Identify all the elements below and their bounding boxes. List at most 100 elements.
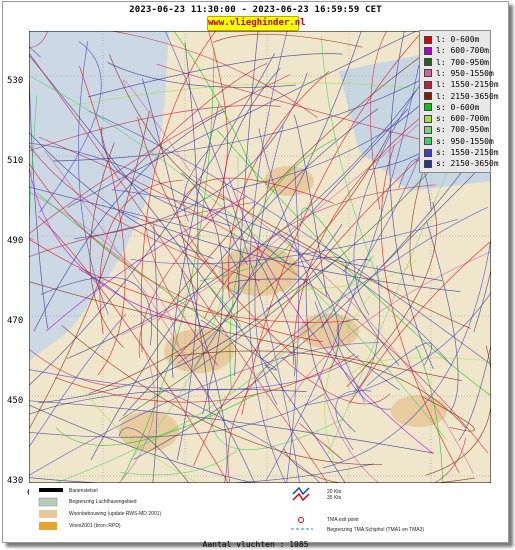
legend-swatch <box>424 114 432 123</box>
legend-item: l: 0-600m <box>424 34 479 45</box>
flight-track <box>158 387 321 483</box>
flight-track <box>261 206 488 360</box>
flight-track <box>290 256 347 273</box>
flight-track <box>234 31 259 377</box>
flight-track <box>54 255 374 483</box>
legend-label: s: 700-950m <box>436 125 489 135</box>
flight-track <box>354 265 380 393</box>
flight-track <box>180 269 228 483</box>
flight-track <box>89 142 124 348</box>
key-graphics <box>38 486 313 530</box>
legend-item: s: 700-950m <box>424 124 489 135</box>
flight-track <box>322 241 491 469</box>
legend-item: s: 1550-2150m <box>424 147 499 158</box>
flight-track <box>29 162 323 343</box>
flight-track <box>398 159 432 210</box>
legend-item: s: 2150-3650m <box>424 158 499 169</box>
flight-track <box>286 165 300 483</box>
flight-track <box>293 114 327 297</box>
flight-track <box>122 108 409 417</box>
altitude-legend: l: 0-600m l: 600-700m l: 700-950m l: 950-15… <box>419 30 499 173</box>
flight-track <box>109 31 319 119</box>
flight-track <box>304 291 491 406</box>
flight-track <box>29 342 380 476</box>
flight-track <box>208 287 241 328</box>
flight-track <box>320 35 383 290</box>
flight-track <box>29 31 48 48</box>
flight-track <box>29 388 307 415</box>
flight-track <box>79 65 126 376</box>
flight-track <box>55 354 355 403</box>
flight-track <box>29 186 443 281</box>
flight-track <box>138 206 225 359</box>
legend-item: l: 600-700m <box>424 45 489 56</box>
flight-track <box>281 356 391 405</box>
legend-item: l: 1550-2150m <box>424 79 499 90</box>
flight-track <box>29 132 214 259</box>
legend-item: l: 700-950m <box>424 57 489 68</box>
flight-track <box>314 301 392 410</box>
flight-track <box>130 218 458 265</box>
flight-track <box>29 144 261 282</box>
flight-track <box>29 74 291 235</box>
y-tick-470: 470 <box>7 316 24 326</box>
legend-swatch <box>424 103 432 112</box>
flight-track <box>288 251 491 403</box>
flight-track <box>433 437 467 483</box>
key-tma-boundary: Begrenzing TMA Schiphol (TMA1 en TMA3) <box>327 527 425 533</box>
flight-track <box>173 31 260 183</box>
legend-label: s: 2150-3650m <box>436 159 499 169</box>
flight-track <box>335 390 372 450</box>
flight-track <box>29 201 255 258</box>
legend-label: s: 0-600m <box>436 102 480 112</box>
flight-track <box>37 215 229 483</box>
flight-track <box>29 54 346 483</box>
flight-track <box>39 41 102 213</box>
legend-item: s: 0-600m <box>424 102 479 113</box>
legend-swatch <box>424 46 432 55</box>
flight-track <box>40 276 152 346</box>
flight-track <box>141 78 211 413</box>
flight-track <box>320 376 380 483</box>
brand-badge[interactable]: www.vlieghinder.nl <box>207 16 306 31</box>
flight-track <box>213 33 363 48</box>
key-wind-20: 20 Kts <box>327 489 342 495</box>
flight-track <box>248 31 288 483</box>
flight-track <box>389 31 434 370</box>
flight-track <box>229 137 337 388</box>
legend-label: s: 600-700m <box>436 114 489 124</box>
legend-swatch <box>424 92 432 100</box>
flight-track <box>78 268 255 483</box>
flight-track <box>227 71 330 299</box>
flight-track <box>174 350 467 429</box>
key-housing: Woonbebouwing (update RWS-MD 2001) <box>69 511 162 517</box>
flight-track <box>171 104 220 379</box>
legend-swatch <box>424 125 432 134</box>
flight-track <box>349 357 487 378</box>
flight-track <box>29 52 329 483</box>
flight-track <box>38 224 343 404</box>
flight-track <box>258 128 366 403</box>
key-wind-35: 35 Kts <box>327 495 342 501</box>
flight-track <box>299 422 344 461</box>
flight-track <box>29 104 281 152</box>
flight-track <box>99 179 184 334</box>
y-tick-450: 450 <box>7 396 24 406</box>
legend-swatch <box>424 58 432 67</box>
flight-track <box>241 31 424 415</box>
time-range-title: 2023-06-23 11:30:00 - 2023-06-23 16:59:5… <box>129 5 382 15</box>
flight-track <box>283 448 476 483</box>
flight-track <box>120 211 461 292</box>
flight-track <box>179 177 335 209</box>
flight-track <box>370 31 388 210</box>
flight-track <box>254 125 284 405</box>
flight-track <box>67 31 418 208</box>
flight-track <box>146 227 219 366</box>
flight-track <box>292 107 433 365</box>
key-vinex: Vinex2001 (bron: RPD) <box>69 523 121 529</box>
flight-track <box>29 238 350 323</box>
legend-label: l: 700-950m <box>436 57 489 67</box>
flight-track <box>90 108 379 460</box>
flight-track <box>421 396 476 432</box>
